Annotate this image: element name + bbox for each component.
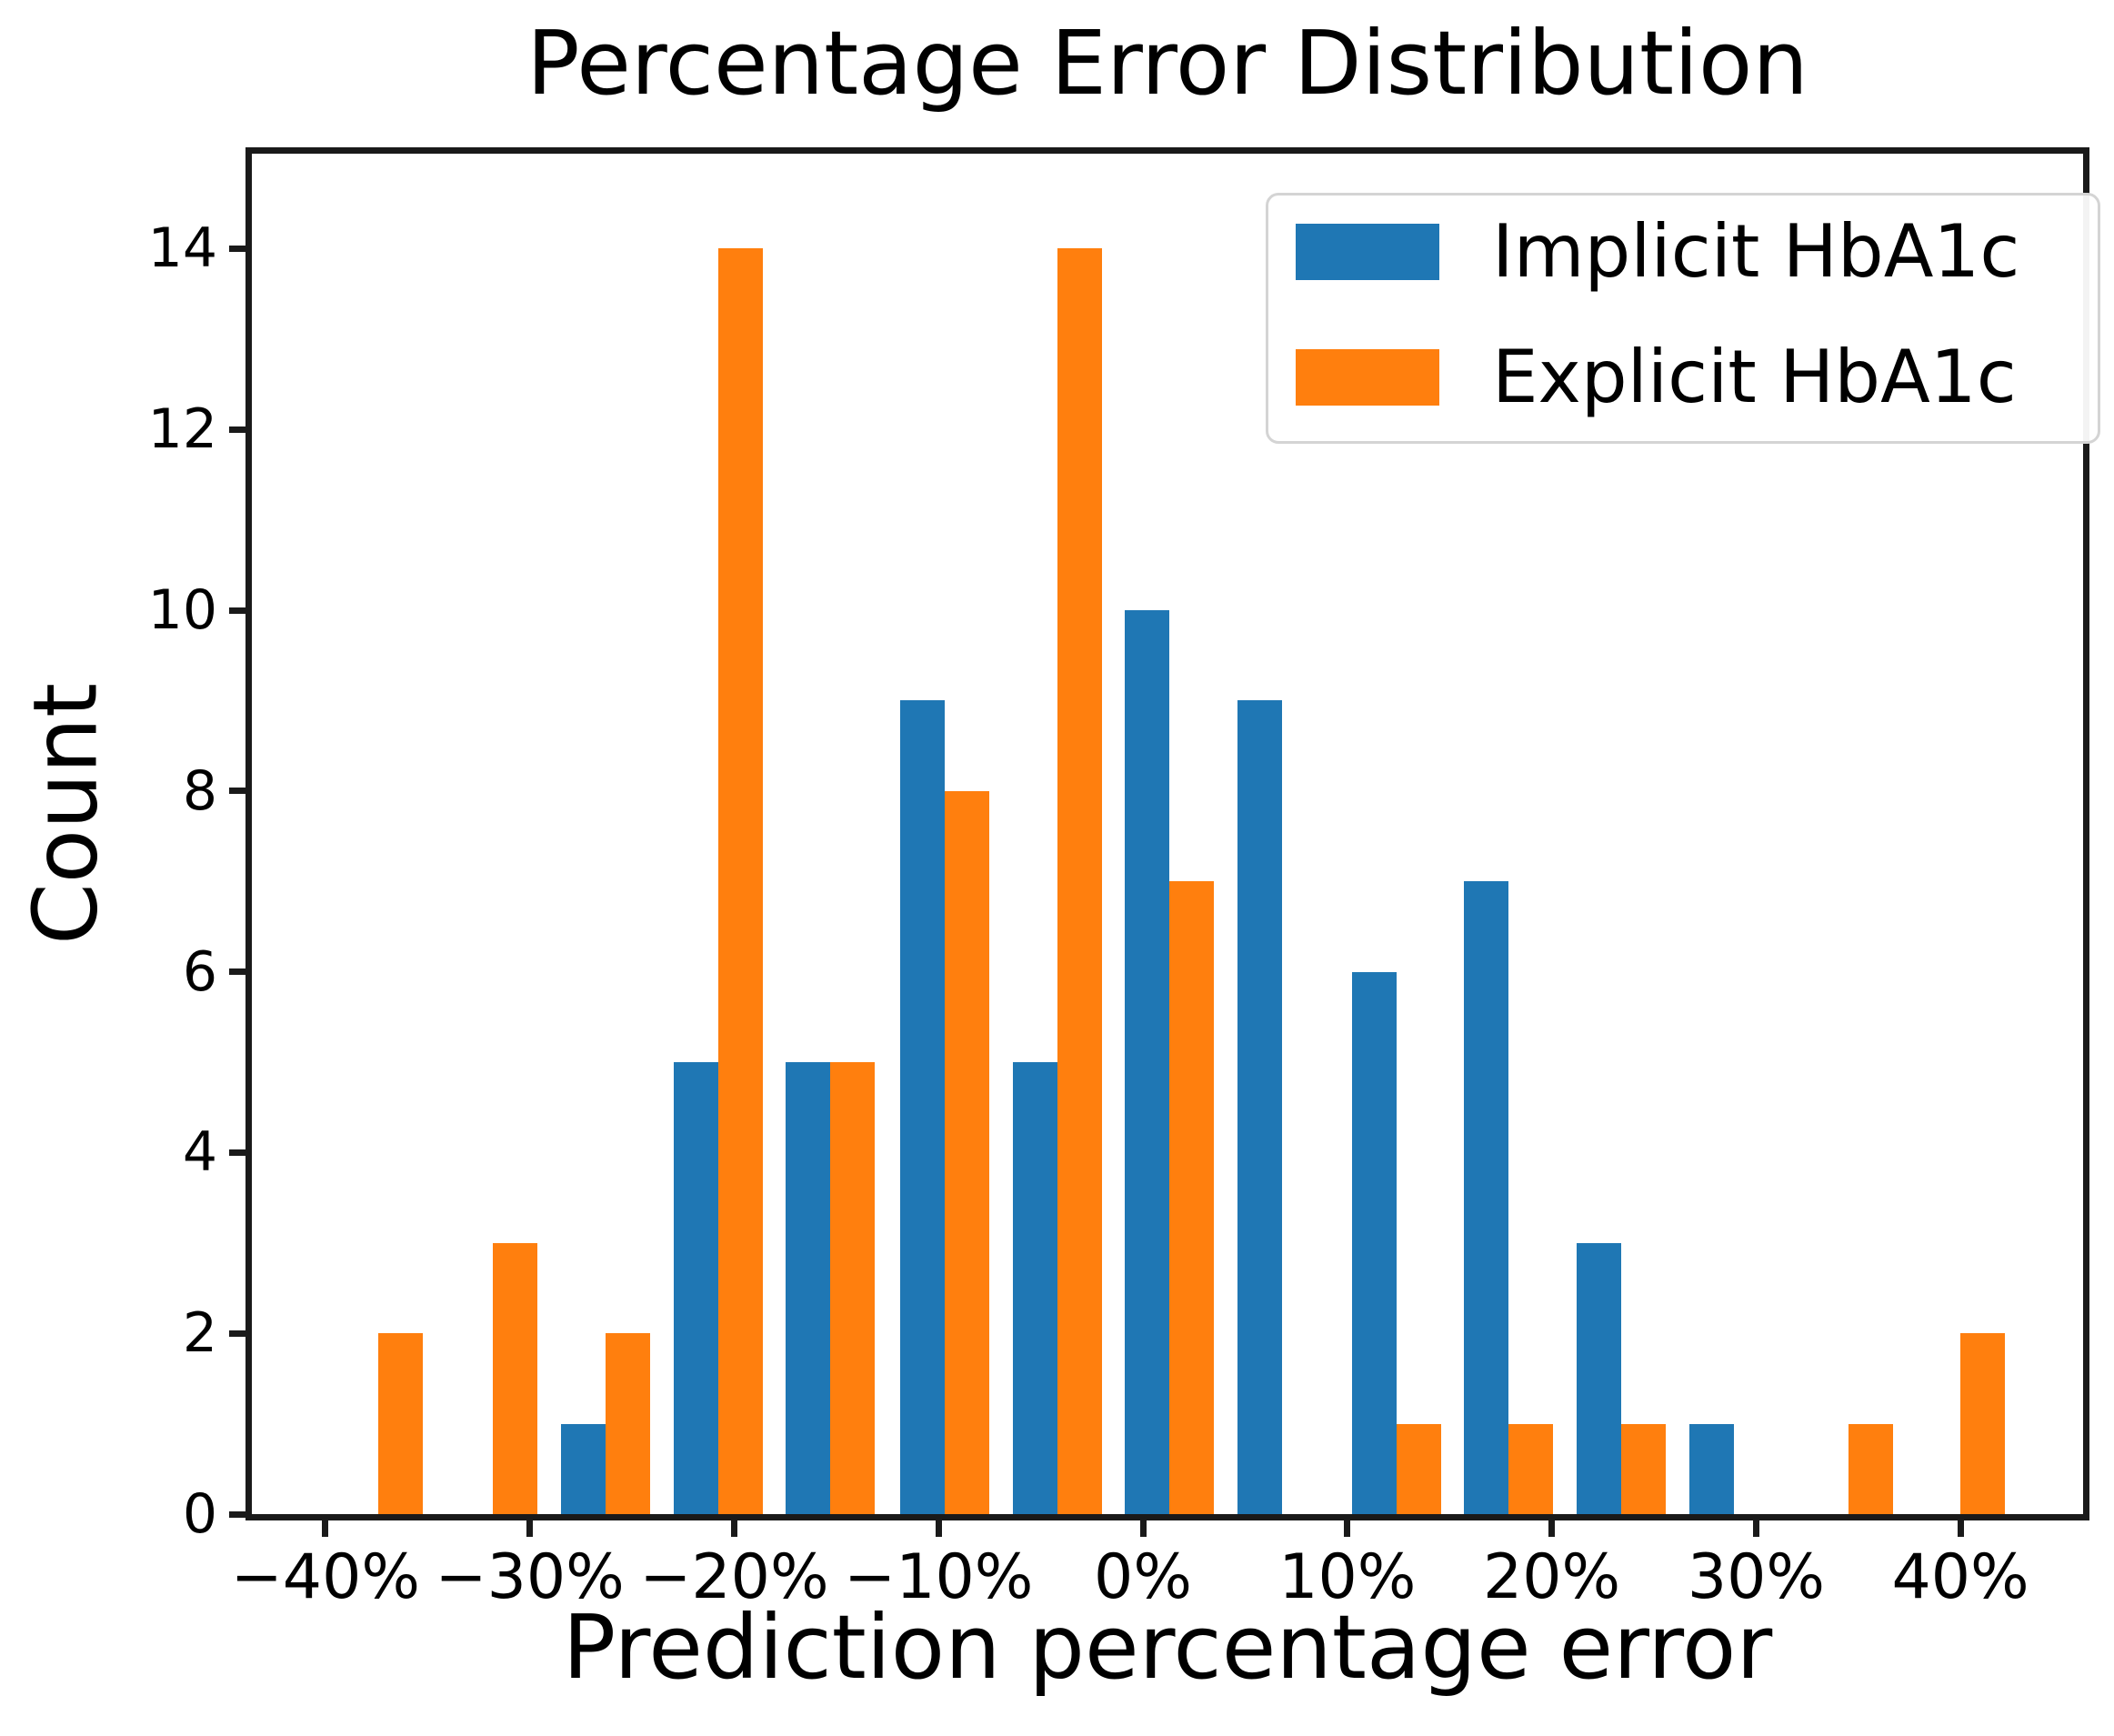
legend: Implicit HbA1c Explicit HbA1c xyxy=(1266,193,2100,444)
x-axis-label: Prediction percentage error xyxy=(562,1596,1773,1699)
y-tick-label-0: 0 xyxy=(182,1482,217,1546)
bar-implicit-bin12 xyxy=(1577,1242,1621,1514)
y-tick-label-12: 12 xyxy=(147,397,217,462)
x-tick-label-0: 0% xyxy=(1094,1541,1192,1613)
bar-implicit-bin3 xyxy=(560,1423,606,1514)
bar-implicit-bin10 xyxy=(1351,971,1397,1514)
y-tick-2 xyxy=(229,1330,245,1337)
x-tick--30 xyxy=(526,1520,534,1537)
legend-row-implicit: Implicit HbA1c xyxy=(1296,214,2070,290)
bar-implicit-bin13 xyxy=(1688,1423,1734,1514)
legend-implicit-swatch xyxy=(1296,224,1439,280)
bar-implicit-bin11 xyxy=(1464,881,1509,1514)
chart-title: Percentage Error Distribution xyxy=(526,12,1808,115)
bar-explicit-bin5 xyxy=(830,1062,876,1514)
bar-explicit-bin11 xyxy=(1508,1423,1554,1514)
bar-explicit-bin7 xyxy=(1057,248,1102,1514)
bar-explicit-bin3 xyxy=(605,1333,650,1514)
x-tick-label-10: 10% xyxy=(1278,1541,1417,1613)
y-tick-label-2: 2 xyxy=(182,1301,217,1366)
y-tick-label-4: 4 xyxy=(182,1120,217,1185)
bar-implicit-bin8 xyxy=(1125,610,1170,1514)
y-tick-8 xyxy=(229,788,245,795)
x-tick-label--30: −30% xyxy=(435,1541,625,1613)
y-tick-12 xyxy=(229,426,245,433)
legend-explicit-label: Explicit HbA1c xyxy=(1492,335,2017,419)
x-tick--10 xyxy=(935,1520,942,1537)
bar-implicit-bin9 xyxy=(1237,700,1282,1514)
bar-explicit-bin6 xyxy=(945,790,989,1514)
bar-explicit-bin15 xyxy=(1960,1333,2006,1514)
bar-explicit-bin8 xyxy=(1169,881,1215,1514)
bar-explicit-bin14 xyxy=(1848,1423,1893,1514)
x-tick-label-20: 20% xyxy=(1483,1541,1621,1613)
bar-explicit-bin1 xyxy=(378,1333,424,1514)
legend-row-explicit: Explicit HbA1c xyxy=(1296,339,2070,416)
x-tick-10 xyxy=(1344,1520,1351,1537)
y-tick-0 xyxy=(229,1510,245,1518)
legend-implicit-label: Implicit HbA1c xyxy=(1492,209,2020,294)
x-tick-20 xyxy=(1548,1520,1556,1537)
x-tick--40 xyxy=(322,1520,329,1537)
y-tick-label-10: 10 xyxy=(147,578,217,642)
legend-explicit-swatch xyxy=(1296,349,1439,406)
x-tick-label-30: 30% xyxy=(1687,1541,1825,1613)
x-tick-40 xyxy=(1957,1520,1964,1537)
y-tick-6 xyxy=(229,968,245,976)
bar-explicit-bin10 xyxy=(1396,1423,1441,1514)
x-tick-30 xyxy=(1752,1520,1759,1537)
bar-implicit-bin5 xyxy=(786,1062,831,1514)
y-tick-14 xyxy=(229,245,245,252)
y-tick-label-14: 14 xyxy=(147,216,217,281)
x-tick--20 xyxy=(731,1520,737,1537)
bar-explicit-bin2 xyxy=(493,1242,538,1514)
bar-explicit-bin4 xyxy=(717,248,763,1514)
y-tick-label-6: 6 xyxy=(182,939,217,1004)
y-tick-4 xyxy=(229,1149,245,1156)
y-tick-label-8: 8 xyxy=(182,758,217,823)
bar-explicit-bin12 xyxy=(1621,1423,1666,1514)
x-tick-label-40: 40% xyxy=(1891,1541,2029,1613)
y-tick-10 xyxy=(229,607,245,614)
x-tick-label--20: −20% xyxy=(639,1541,829,1613)
x-tick-0 xyxy=(1139,1520,1147,1537)
bar-implicit-bin7 xyxy=(1012,1062,1057,1514)
bar-implicit-bin6 xyxy=(900,700,945,1514)
x-tick-label--10: −10% xyxy=(844,1541,1034,1613)
bar-implicit-bin4 xyxy=(673,1062,718,1514)
x-tick-label--40: −40% xyxy=(230,1541,420,1613)
